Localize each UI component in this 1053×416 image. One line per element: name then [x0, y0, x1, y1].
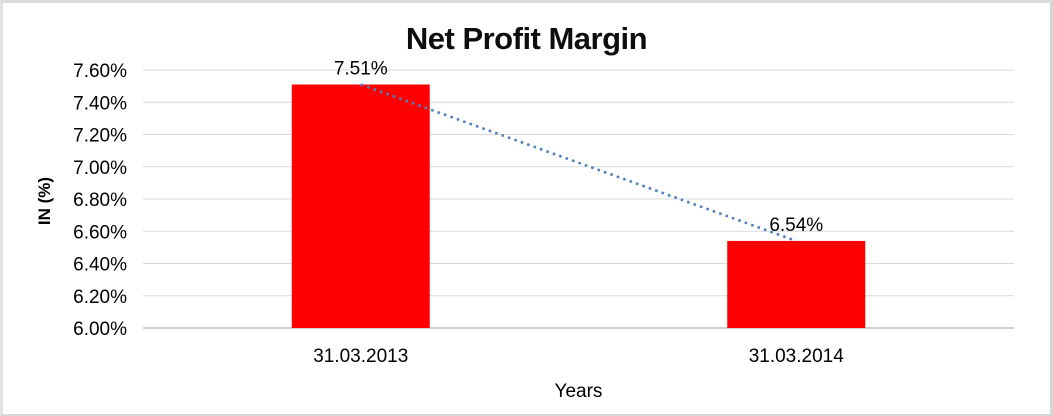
y-tick-label: 7.20% [73, 126, 127, 147]
bar-31.03.2013 [291, 84, 430, 328]
y-tick-label: 6.80% [73, 190, 127, 211]
bar-data-label: 6.54% [769, 215, 823, 236]
x-tick-label: 31.03.2014 [749, 346, 845, 367]
chart-title: Net Profit Margin [405, 21, 648, 56]
x-axis-title: Years [554, 381, 603, 402]
y-tick-label: 7.40% [73, 93, 127, 114]
bar-31.03.2014 [727, 240, 866, 328]
y-tick-label: 6.60% [73, 222, 127, 243]
y-tick-label: 7.60% [73, 61, 127, 82]
y-tick-label: 6.40% [73, 255, 127, 276]
y-tick-label: 6.00% [73, 319, 127, 340]
trendline [360, 83, 797, 243]
y-tick-label: 7.00% [73, 158, 127, 179]
x-tick-label: 31.03.2013 [313, 346, 408, 367]
y-tick-label: 6.20% [73, 287, 127, 308]
window-left-edge [0, 0, 1, 416]
bar-data-label: 7.51% [334, 59, 388, 80]
